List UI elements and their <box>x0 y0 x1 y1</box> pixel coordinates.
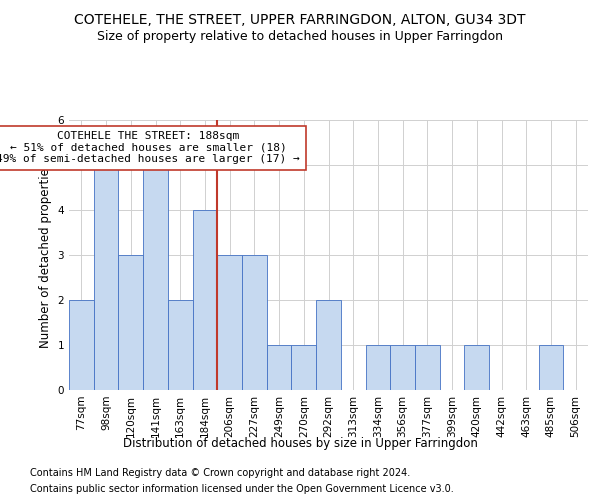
Bar <box>168 300 193 390</box>
Text: Size of property relative to detached houses in Upper Farringdon: Size of property relative to detached ho… <box>97 30 503 43</box>
Bar <box>415 345 440 390</box>
Bar <box>242 255 267 390</box>
Bar <box>217 255 242 390</box>
Bar <box>193 210 217 390</box>
Bar <box>316 300 341 390</box>
Bar <box>464 345 489 390</box>
Bar <box>94 165 118 390</box>
Bar <box>267 345 292 390</box>
Text: COTEHELE THE STREET: 188sqm
← 51% of detached houses are smaller (18)
49% of sem: COTEHELE THE STREET: 188sqm ← 51% of det… <box>0 131 300 164</box>
Bar <box>118 255 143 390</box>
Y-axis label: Number of detached properties: Number of detached properties <box>39 162 52 348</box>
Bar <box>69 300 94 390</box>
Text: Contains HM Land Registry data © Crown copyright and database right 2024.: Contains HM Land Registry data © Crown c… <box>30 468 410 477</box>
Bar <box>292 345 316 390</box>
Bar <box>143 165 168 390</box>
Bar <box>365 345 390 390</box>
Text: COTEHELE, THE STREET, UPPER FARRINGDON, ALTON, GU34 3DT: COTEHELE, THE STREET, UPPER FARRINGDON, … <box>74 12 526 26</box>
Text: Distribution of detached houses by size in Upper Farringdon: Distribution of detached houses by size … <box>122 438 478 450</box>
Bar <box>539 345 563 390</box>
Text: Contains public sector information licensed under the Open Government Licence v3: Contains public sector information licen… <box>30 484 454 494</box>
Bar <box>390 345 415 390</box>
